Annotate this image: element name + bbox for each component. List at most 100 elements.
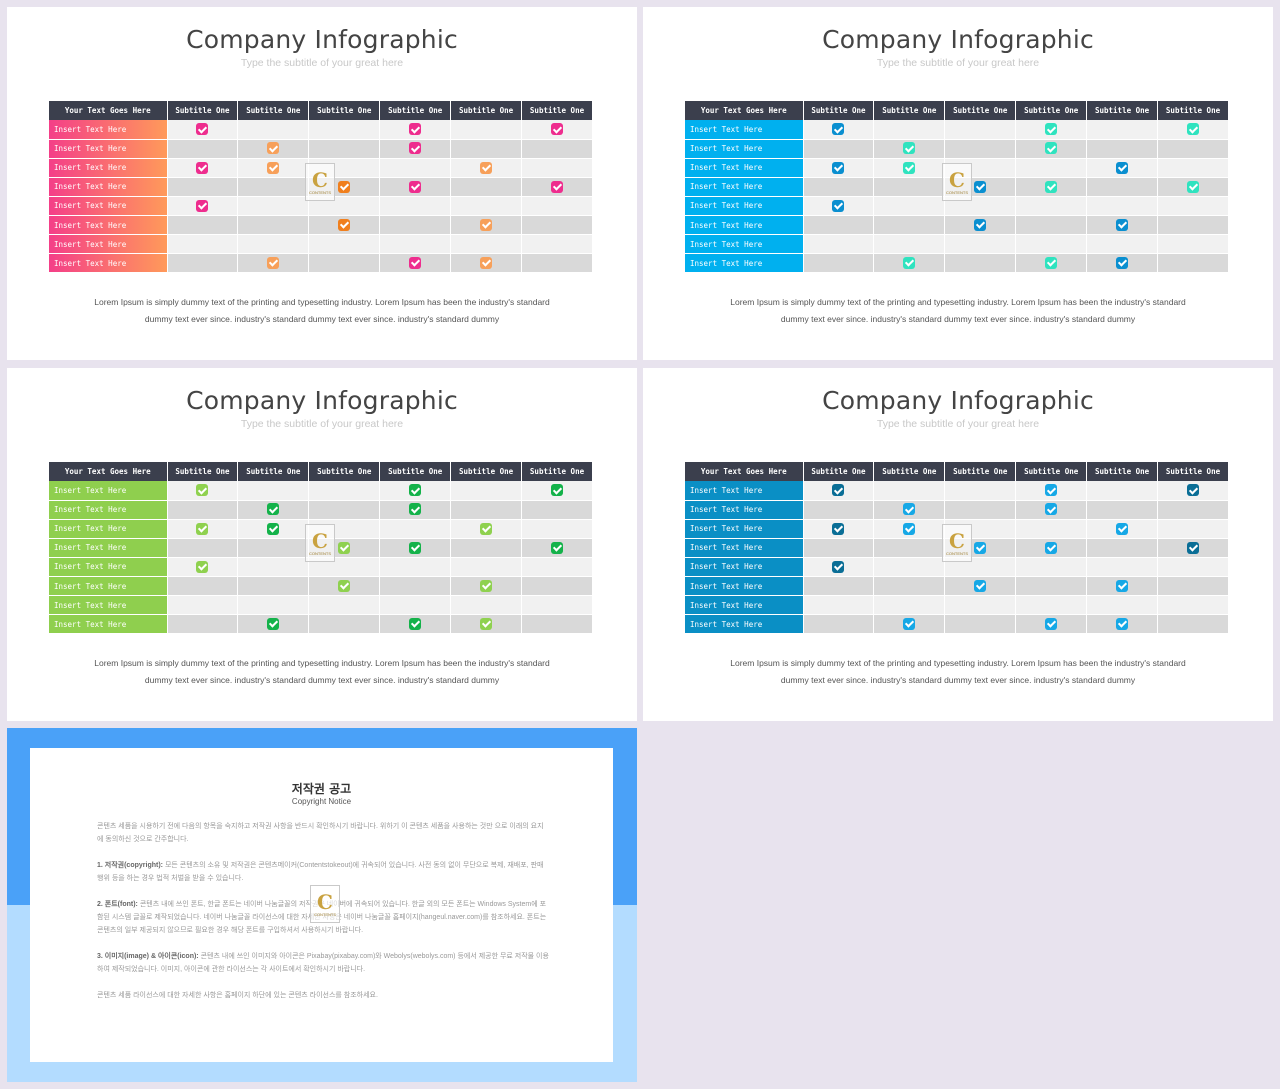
checkbox-checked-icon[interactable]	[1045, 484, 1058, 497]
checkbox-checked-icon[interactable]	[832, 522, 845, 535]
checkbox-checked-icon[interactable]	[1045, 617, 1058, 630]
checkbox-checked-icon[interactable]	[903, 256, 916, 269]
table-cell	[873, 538, 946, 558]
checkbox-checked-icon[interactable]	[267, 161, 280, 174]
checkbox-checked-icon[interactable]	[1116, 218, 1129, 231]
table-cell	[167, 215, 239, 236]
checkbox-checked-icon[interactable]	[196, 199, 209, 212]
checkbox-checked-icon[interactable]	[480, 256, 493, 269]
checkbox-checked-icon[interactable]	[267, 522, 280, 535]
checkbox-checked-icon[interactable]	[409, 123, 422, 136]
checkbox-checked-icon[interactable]	[1116, 522, 1129, 535]
checkbox-checked-icon[interactable]	[551, 541, 564, 554]
checkbox-checked-icon[interactable]	[1045, 256, 1058, 269]
table-cell	[167, 538, 239, 558]
checkbox-checked-icon[interactable]	[409, 617, 422, 630]
checkbox-checked-icon[interactable]	[1045, 503, 1058, 516]
checkbox-checked-icon[interactable]	[903, 522, 916, 535]
table-cell	[237, 177, 310, 197]
body-text: Lorem Ipsum is simply dummy text of the …	[47, 294, 597, 328]
slide-2[interactable]: Company Infographic Type the subtitle of…	[643, 7, 1273, 360]
checkbox-checked-icon[interactable]	[974, 218, 987, 231]
row-label: Insert Text Here	[685, 177, 804, 197]
checkbox-checked-icon[interactable]	[974, 180, 987, 193]
checkbox-checked-icon[interactable]	[903, 161, 916, 174]
checkbox-checked-icon[interactable]	[1187, 484, 1200, 497]
checkbox-checked-icon[interactable]	[1187, 123, 1200, 136]
checkbox-checked-icon[interactable]	[551, 484, 564, 497]
checkbox-checked-icon[interactable]	[196, 522, 209, 535]
checkbox-checked-icon[interactable]	[480, 218, 493, 231]
checkbox-checked-icon[interactable]	[1045, 541, 1058, 554]
table-row: Insert Text Here	[49, 120, 593, 140]
table-cell	[1086, 595, 1159, 616]
table-header-col: Subtitle One	[873, 101, 946, 120]
checkbox-checked-icon[interactable]	[832, 161, 845, 174]
checkbox-checked-icon[interactable]	[1116, 256, 1129, 269]
checkbox-checked-icon[interactable]	[409, 142, 422, 155]
copyright-section-2-head: 2. 폰트(font):	[97, 901, 138, 908]
checkbox-checked-icon[interactable]	[338, 579, 351, 592]
checkbox-checked-icon[interactable]	[338, 180, 351, 193]
table-header-col: Subtitle One	[1015, 101, 1088, 120]
table-header-col: Subtitle One	[450, 101, 523, 120]
table-cell	[1015, 500, 1088, 520]
checkbox-checked-icon[interactable]	[267, 617, 280, 630]
checkbox-checked-icon[interactable]	[196, 123, 209, 136]
checkbox-checked-icon[interactable]	[196, 560, 209, 573]
checkbox-checked-icon[interactable]	[832, 560, 845, 573]
checkbox-checked-icon[interactable]	[480, 579, 493, 592]
table-cell	[237, 519, 310, 539]
checkbox-checked-icon[interactable]	[832, 123, 845, 136]
checkbox-checked-icon[interactable]	[196, 161, 209, 174]
slide-4[interactable]: Company Infographic Type the subtitle of…	[643, 368, 1273, 721]
watermark-letter: C	[312, 167, 328, 192]
slide-3[interactable]: Company Infographic Type the subtitle of…	[7, 368, 637, 721]
checkbox-checked-icon[interactable]	[903, 617, 916, 630]
checkbox-checked-icon[interactable]	[196, 484, 209, 497]
checkbox-checked-icon[interactable]	[480, 161, 493, 174]
checkbox-checked-icon[interactable]	[1116, 579, 1129, 592]
checkbox-checked-icon[interactable]	[409, 503, 422, 516]
checkbox-checked-icon[interactable]	[1116, 161, 1129, 174]
table-cell	[873, 253, 946, 274]
checkbox-checked-icon[interactable]	[1045, 123, 1058, 136]
checkbox-checked-icon[interactable]	[551, 180, 564, 193]
checkbox-checked-icon[interactable]	[409, 180, 422, 193]
checkbox-checked-icon[interactable]	[974, 579, 987, 592]
checkbox-checked-icon[interactable]	[338, 218, 351, 231]
checkbox-checked-icon[interactable]	[903, 142, 916, 155]
slide-copyright[interactable]: 저작권 공고 Copyright Notice 콘텐츠 세품을 시용하기 전에 …	[7, 728, 637, 1082]
checkbox-checked-icon[interactable]	[267, 256, 280, 269]
table-cell	[379, 234, 452, 255]
row-label: Insert Text Here	[685, 595, 804, 616]
checkbox-checked-icon[interactable]	[1187, 180, 1200, 193]
checkbox-checked-icon[interactable]	[409, 484, 422, 497]
checkbox-checked-icon[interactable]	[1187, 541, 1200, 554]
table-cell	[450, 120, 523, 140]
table-cell	[803, 481, 875, 501]
table-cell	[379, 253, 452, 274]
checkbox-checked-icon[interactable]	[832, 199, 845, 212]
checkbox-checked-icon[interactable]	[974, 541, 987, 554]
checkbox-checked-icon[interactable]	[832, 484, 845, 497]
table-cell	[873, 500, 946, 520]
slide-1[interactable]: Company Infographic Type the subtitle of…	[7, 7, 637, 360]
table-cell	[450, 234, 523, 255]
table-cell	[1015, 158, 1088, 178]
checkbox-checked-icon[interactable]	[338, 541, 351, 554]
checkbox-checked-icon[interactable]	[1045, 180, 1058, 193]
checkbox-checked-icon[interactable]	[551, 123, 564, 136]
checkbox-checked-icon[interactable]	[480, 617, 493, 630]
checkbox-checked-icon[interactable]	[480, 522, 493, 535]
checkbox-checked-icon[interactable]	[1116, 617, 1129, 630]
checkbox-checked-icon[interactable]	[267, 503, 280, 516]
checkbox-checked-icon[interactable]	[1045, 142, 1058, 155]
checkbox-checked-icon[interactable]	[903, 503, 916, 516]
row-label: Insert Text Here	[49, 500, 168, 520]
checkbox-checked-icon[interactable]	[409, 256, 422, 269]
table-cell	[521, 538, 593, 558]
checkbox-checked-icon[interactable]	[267, 142, 280, 155]
table-cell	[1157, 158, 1229, 178]
checkbox-checked-icon[interactable]	[409, 541, 422, 554]
